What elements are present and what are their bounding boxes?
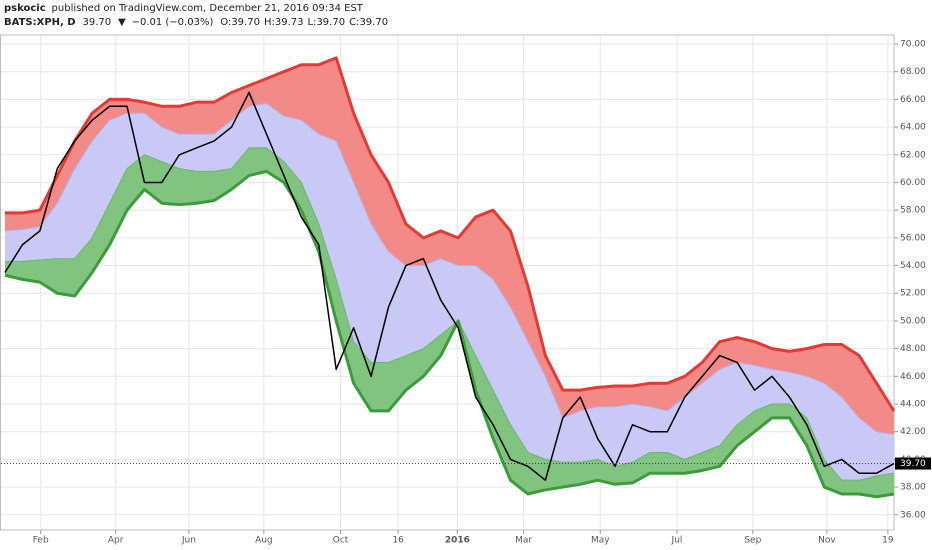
ohlc-key: L: bbox=[307, 17, 316, 28]
y-tick-label: 66.00 bbox=[900, 95, 926, 105]
x-tick-label: 19 bbox=[882, 536, 894, 546]
y-tick-label: 68.00 bbox=[900, 67, 926, 77]
y-tick-label: 54.00 bbox=[900, 261, 926, 271]
y-tick-label: 52.00 bbox=[900, 289, 926, 299]
y-tick-label: 36.00 bbox=[900, 510, 926, 520]
y-tick-label: 38.00 bbox=[900, 483, 926, 493]
last-price-box bbox=[895, 457, 931, 470]
author: pskocic bbox=[4, 3, 46, 14]
band-line bbox=[4, 103, 895, 435]
x-tick-label: Feb bbox=[33, 536, 49, 546]
ohlc-key: O: bbox=[220, 17, 231, 28]
y-tick-label: 46.00 bbox=[900, 372, 926, 382]
x-tick-label: Aug bbox=[255, 536, 273, 546]
x-tick-label: Sep bbox=[744, 536, 761, 546]
y-tick-label: 50.00 bbox=[900, 316, 926, 326]
y-tick-label: 48.00 bbox=[900, 344, 926, 354]
y-tick-label: 42.00 bbox=[900, 427, 926, 437]
band-line bbox=[5, 56, 896, 412]
header-line: pskocic published on TradingView.com, De… bbox=[4, 3, 364, 14]
change: −0.01 (−0.03%) bbox=[132, 17, 214, 28]
x-tick-label: Apr bbox=[108, 536, 124, 546]
x-tick-label: 2016 bbox=[445, 536, 470, 546]
y-tick-label: 62.00 bbox=[900, 150, 926, 160]
band-fill bbox=[5, 103, 894, 481]
arrow: ▼ bbox=[118, 17, 126, 28]
ohlc-value: 39.70 bbox=[359, 17, 388, 28]
ohlc-value: 39.70 bbox=[316, 17, 345, 28]
ohlc-key: C: bbox=[349, 17, 359, 28]
price: 39.70 bbox=[82, 17, 111, 28]
y-tick-label: 58.00 bbox=[900, 206, 926, 216]
y-tick-label: 60.00 bbox=[900, 178, 926, 188]
symbol: BATS:XPH, D bbox=[4, 17, 76, 28]
last-price-label: 39.70 bbox=[900, 459, 926, 469]
x-tick-label: Jul bbox=[671, 536, 683, 546]
x-tick-label: 16 bbox=[392, 536, 404, 546]
x-tick-label: Jun bbox=[181, 536, 196, 546]
band-line bbox=[5, 147, 895, 481]
ohlc-key: H: bbox=[264, 17, 275, 28]
x-tick-label: Nov bbox=[818, 536, 836, 546]
x-tick-label: Oct bbox=[333, 536, 349, 546]
plot-border bbox=[0, 34, 895, 531]
y-tick-label: 70.00 bbox=[900, 40, 926, 50]
y-tick-label: 64.00 bbox=[900, 123, 926, 133]
x-tick-label: Mar bbox=[515, 536, 532, 546]
price-line bbox=[4, 91, 895, 481]
y-tick-label: 44.00 bbox=[900, 400, 926, 410]
quote-line: BATS:XPH, D 39.70 ▼ −0.01 (−0.03%) O:39.… bbox=[4, 17, 388, 28]
ohlc-value: 39.73 bbox=[275, 17, 304, 28]
y-tick-label: 56.00 bbox=[900, 233, 926, 243]
x-tick-label: May bbox=[591, 536, 610, 546]
band-line bbox=[4, 169, 895, 499]
band-fill bbox=[5, 57, 894, 435]
published: published on TradingView.com, December 2… bbox=[52, 3, 364, 14]
ohlc-value: 39.70 bbox=[231, 17, 260, 28]
